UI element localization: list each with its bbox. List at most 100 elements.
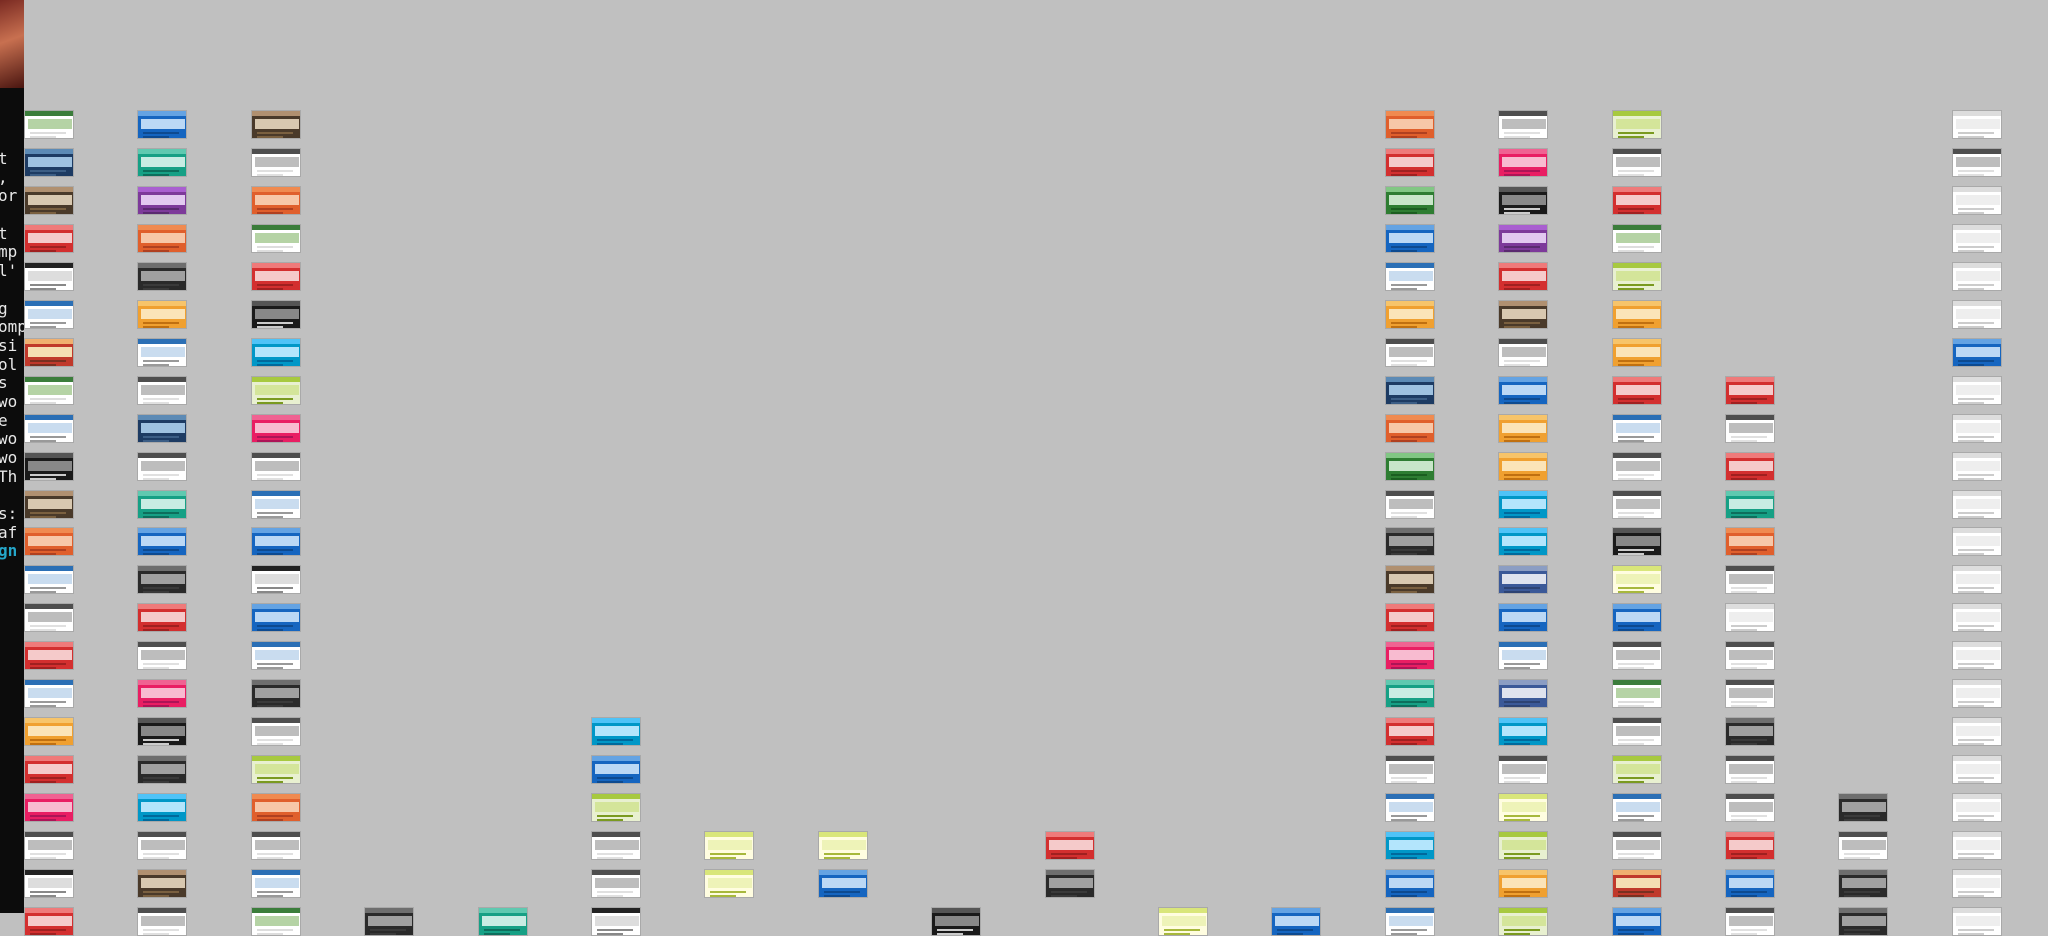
webpage-thumbnail[interactable]: [24, 565, 74, 595]
webpage-thumbnail[interactable]: [24, 223, 74, 253]
webpage-thumbnail[interactable]: [1725, 906, 1775, 936]
webpage-thumbnail[interactable]: [1725, 603, 1775, 633]
webpage-thumbnail[interactable]: [1838, 793, 1889, 823]
webpage-thumbnail[interactable]: [1611, 565, 1662, 595]
webpage-thumbnail[interactable]: [137, 489, 188, 519]
webpage-thumbnail[interactable]: [1498, 489, 1549, 519]
webpage-thumbnail[interactable]: [931, 906, 982, 936]
webpage-thumbnail[interactable]: [1498, 375, 1549, 405]
webpage-thumbnail[interactable]: [1611, 717, 1662, 747]
webpage-thumbnail[interactable]: [1498, 451, 1549, 481]
webpage-thumbnail[interactable]: [250, 755, 301, 785]
webpage-thumbnail[interactable]: [137, 679, 188, 709]
webpage-thumbnail[interactable]: [24, 679, 74, 709]
webpage-thumbnail[interactable]: [1384, 185, 1435, 215]
webpage-thumbnail[interactable]: [137, 147, 188, 177]
webpage-thumbnail[interactable]: [1951, 831, 2002, 861]
webpage-thumbnail[interactable]: [24, 110, 74, 139]
webpage-thumbnail[interactable]: [137, 906, 188, 936]
webpage-thumbnail[interactable]: [1498, 261, 1549, 291]
webpage-thumbnail[interactable]: [137, 110, 188, 139]
webpage-thumbnail[interactable]: [1384, 906, 1435, 936]
webpage-thumbnail[interactable]: [1951, 527, 2002, 557]
webpage-thumbnail[interactable]: [1611, 299, 1662, 329]
webpage-thumbnail[interactable]: [1951, 147, 2002, 177]
webpage-thumbnail[interactable]: [704, 831, 755, 861]
webpage-thumbnail[interactable]: [1951, 717, 2002, 747]
webpage-thumbnail[interactable]: [24, 413, 74, 443]
webpage-thumbnail[interactable]: [591, 793, 641, 823]
webpage-thumbnail[interactable]: [250, 451, 301, 481]
webpage-thumbnail[interactable]: [250, 679, 301, 709]
webpage-thumbnail[interactable]: [1611, 869, 1662, 898]
webpage-thumbnail[interactable]: [1725, 755, 1775, 785]
webpage-thumbnail[interactable]: [1951, 413, 2002, 443]
webpage-thumbnail[interactable]: [1384, 299, 1435, 329]
webpage-thumbnail[interactable]: [1951, 375, 2002, 405]
webpage-thumbnail[interactable]: [24, 603, 74, 633]
webpage-thumbnail[interactable]: [24, 489, 74, 519]
webpage-thumbnail[interactable]: [1384, 793, 1435, 823]
webpage-thumbnail[interactable]: [591, 906, 641, 936]
webpage-thumbnail[interactable]: [1611, 375, 1662, 405]
webpage-thumbnail[interactable]: [1498, 717, 1549, 747]
webpage-thumbnail[interactable]: [250, 906, 301, 936]
webpage-thumbnail[interactable]: [1611, 223, 1662, 253]
webpage-thumbnail[interactable]: [1384, 261, 1435, 291]
webpage-thumbnail[interactable]: [1611, 679, 1662, 709]
webpage-thumbnail[interactable]: [1498, 679, 1549, 709]
webpage-thumbnail[interactable]: [1725, 565, 1775, 595]
webpage-thumbnail[interactable]: [250, 603, 301, 633]
webpage-thumbnail[interactable]: [1725, 451, 1775, 481]
webpage-thumbnail[interactable]: [1725, 375, 1775, 405]
webpage-thumbnail[interactable]: [24, 793, 74, 823]
webpage-thumbnail[interactable]: [591, 717, 641, 747]
webpage-thumbnail[interactable]: [250, 375, 301, 405]
webpage-thumbnail[interactable]: [817, 831, 868, 861]
webpage-thumbnail[interactable]: [1158, 906, 1208, 936]
webpage-thumbnail[interactable]: [24, 717, 74, 747]
webpage-thumbnail[interactable]: [137, 793, 188, 823]
webpage-thumbnail[interactable]: [1498, 641, 1549, 671]
webpage-thumbnail[interactable]: [1611, 451, 1662, 481]
webpage-thumbnail[interactable]: [1725, 527, 1775, 557]
webpage-thumbnail[interactable]: [1498, 147, 1549, 177]
webpage-thumbnail[interactable]: [1951, 451, 2002, 481]
webpage-thumbnail[interactable]: [1611, 527, 1662, 557]
webpage-thumbnail[interactable]: [1271, 906, 1322, 936]
webpage-thumbnail[interactable]: [24, 185, 74, 215]
webpage-thumbnail[interactable]: [24, 906, 74, 936]
webpage-thumbnail[interactable]: [1498, 185, 1549, 215]
webpage-thumbnail[interactable]: [24, 147, 74, 177]
webpage-thumbnail[interactable]: [1384, 110, 1435, 139]
webpage-thumbnail[interactable]: [1725, 869, 1775, 898]
webpage-thumbnail[interactable]: [1044, 831, 1095, 861]
webpage-thumbnail[interactable]: [250, 527, 301, 557]
webpage-thumbnail[interactable]: [1951, 223, 2002, 253]
webpage-thumbnail[interactable]: [1951, 603, 2002, 633]
webpage-thumbnail[interactable]: [1384, 223, 1435, 253]
webpage-thumbnail[interactable]: [1384, 603, 1435, 633]
webpage-thumbnail[interactable]: [1951, 299, 2002, 329]
webpage-thumbnail[interactable]: [250, 185, 301, 215]
webpage-thumbnail[interactable]: [250, 831, 301, 861]
webpage-thumbnail[interactable]: [250, 223, 301, 253]
webpage-thumbnail[interactable]: [1384, 869, 1435, 898]
webpage-thumbnail[interactable]: [1611, 641, 1662, 671]
webpage-thumbnail[interactable]: [1611, 831, 1662, 861]
webpage-thumbnail[interactable]: [1044, 869, 1095, 898]
webpage-thumbnail[interactable]: [1951, 489, 2002, 519]
webpage-thumbnail[interactable]: [137, 755, 188, 785]
webpage-thumbnail[interactable]: [1838, 869, 1889, 898]
webpage-thumbnail[interactable]: [1611, 337, 1662, 367]
webpage-thumbnail[interactable]: [1384, 375, 1435, 405]
webpage-thumbnail[interactable]: [1611, 906, 1662, 936]
webpage-thumbnail[interactable]: [1498, 413, 1549, 443]
webpage-thumbnail[interactable]: [1384, 831, 1435, 861]
webpage-thumbnail[interactable]: [137, 223, 188, 253]
webpage-thumbnail[interactable]: [137, 641, 188, 671]
webpage-thumbnail[interactable]: [250, 565, 301, 595]
webpage-thumbnail[interactable]: [1498, 299, 1549, 329]
